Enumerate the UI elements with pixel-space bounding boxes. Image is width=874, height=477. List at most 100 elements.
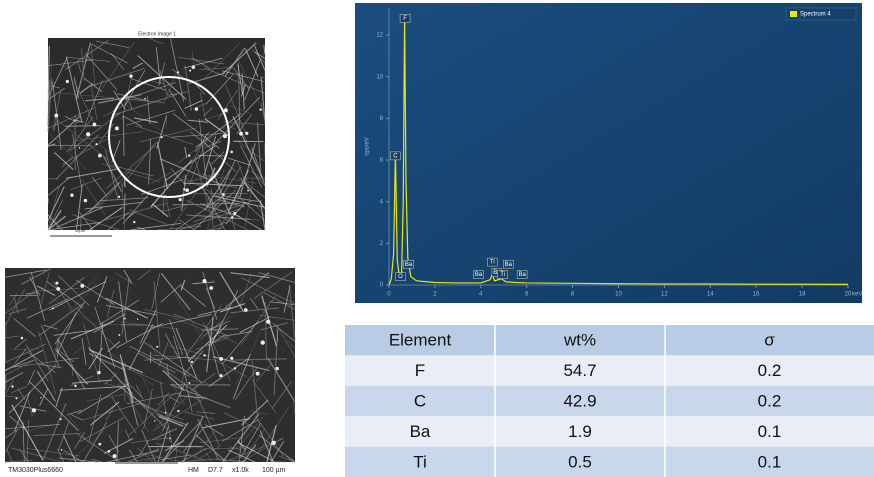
particle	[84, 199, 87, 202]
particle	[272, 441, 276, 445]
particle	[54, 114, 58, 118]
peak-label: Ba	[475, 272, 483, 278]
particle	[202, 279, 206, 283]
legend-swatch	[790, 11, 797, 17]
particle	[11, 385, 13, 387]
particle	[115, 126, 119, 130]
particle	[169, 438, 171, 440]
particle	[165, 412, 167, 414]
particle	[79, 147, 80, 148]
particle	[133, 221, 135, 223]
particle	[256, 372, 260, 376]
particle	[55, 282, 58, 285]
particle	[86, 132, 90, 136]
table-cell: 42.9	[563, 391, 596, 410]
particle	[219, 357, 223, 361]
particle	[244, 308, 248, 312]
x-tick-label: 14	[707, 292, 714, 298]
particle	[259, 108, 261, 110]
particle	[171, 445, 172, 446]
particle	[195, 107, 199, 111]
particle	[99, 443, 102, 446]
peak-label: O	[398, 274, 403, 280]
particle	[61, 449, 63, 451]
particle	[156, 346, 158, 348]
particle	[98, 154, 102, 158]
image-footer-label: TM3030Plus6660	[8, 467, 63, 474]
particle	[233, 212, 236, 215]
particle	[32, 408, 36, 412]
particle	[203, 354, 205, 356]
x-tick-label: 20	[845, 292, 852, 298]
particle	[154, 420, 155, 421]
table-cell: Ti	[413, 452, 427, 471]
peak-label: Ba	[405, 262, 413, 268]
particle	[118, 196, 120, 198]
particle	[189, 70, 191, 72]
particle	[52, 307, 54, 309]
y-axis-label: cps/eV	[365, 137, 371, 155]
x-tick-label: 12	[661, 292, 668, 298]
table-header-cell: σ	[764, 331, 775, 350]
particle	[177, 410, 179, 412]
particle	[108, 450, 111, 453]
particle	[137, 319, 138, 320]
particle	[183, 188, 185, 190]
particle	[223, 134, 227, 138]
particle	[118, 334, 120, 336]
particle	[144, 98, 146, 100]
table-cell: 0.2	[758, 361, 782, 380]
table-cell: 0.5	[568, 452, 592, 471]
particle	[74, 385, 76, 387]
table-cell: 0.2	[758, 391, 782, 410]
particle	[261, 340, 265, 344]
table-cell: C	[414, 391, 426, 410]
particle	[191, 361, 193, 363]
particle	[247, 190, 249, 192]
particle	[16, 397, 18, 399]
sem-image-bottom	[5, 268, 295, 462]
particle	[219, 374, 222, 377]
particle	[113, 454, 117, 458]
spectrum-panel	[355, 3, 862, 303]
peak-label: Ti	[490, 260, 495, 266]
table-cell: 54.7	[563, 361, 596, 380]
particle	[185, 188, 189, 192]
particle	[177, 71, 179, 73]
particle	[245, 132, 248, 135]
particle	[188, 382, 190, 384]
particle	[66, 80, 69, 83]
particle	[56, 287, 60, 291]
particle	[239, 132, 243, 136]
image-footer-label: x1.0k	[232, 467, 249, 474]
particle	[124, 318, 126, 320]
particle	[179, 198, 182, 201]
image-footer-label: D7.7	[208, 467, 223, 474]
particle	[80, 284, 84, 288]
particle	[275, 367, 278, 370]
fiber	[198, 155, 226, 156]
image-footer-label: HM	[188, 467, 199, 474]
x-axis-label: keV	[852, 292, 862, 298]
peak-label: C	[393, 153, 398, 159]
particle	[222, 193, 224, 195]
scale-bar-label: 50µm	[75, 228, 86, 233]
particle	[40, 397, 41, 398]
y-tick-label: 10	[376, 74, 383, 80]
table-cell: F	[415, 361, 425, 380]
peak-label: F	[403, 16, 407, 22]
x-tick-label: 16	[753, 292, 760, 298]
image-footer-label: 100 µm	[262, 467, 286, 474]
peak-label: Ba	[518, 272, 526, 278]
particle	[60, 418, 62, 420]
particle	[234, 367, 236, 369]
particle	[230, 357, 233, 360]
x-tick-label: 18	[799, 292, 806, 298]
particle	[21, 337, 24, 340]
table-header-cell: Element	[389, 331, 452, 350]
particle	[192, 65, 196, 69]
table-cell: 0.1	[758, 422, 782, 441]
x-tick-label: 10	[615, 292, 622, 298]
particle	[97, 371, 100, 374]
table-cell: 1.9	[568, 422, 592, 441]
